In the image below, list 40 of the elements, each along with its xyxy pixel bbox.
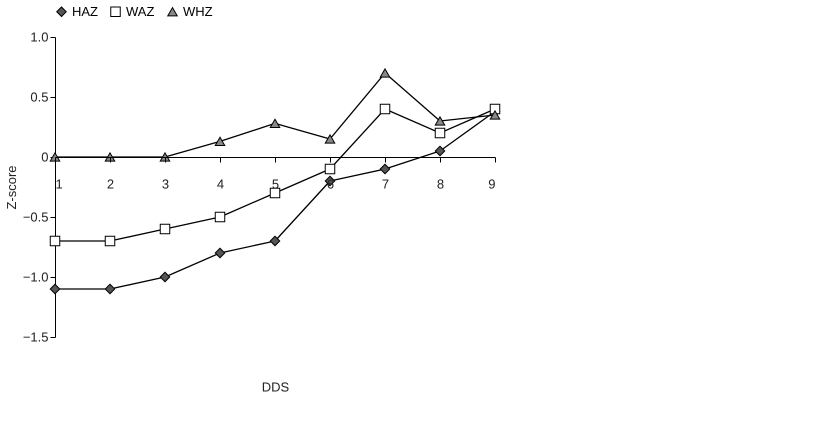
point xyxy=(104,284,116,294)
point xyxy=(380,68,390,78)
point xyxy=(324,164,336,174)
y-tick-label: 0.5 xyxy=(30,90,48,104)
x-tick-label: 6 xyxy=(326,176,334,192)
y-tick-label: 0 xyxy=(41,150,48,164)
point xyxy=(434,128,446,138)
point xyxy=(160,224,170,234)
x-tick-label: 8 xyxy=(436,176,444,192)
point xyxy=(214,248,226,258)
point xyxy=(214,212,226,222)
y-tick-label: −1.5 xyxy=(22,330,48,344)
point xyxy=(380,164,390,174)
x-tick-label: 7 xyxy=(382,176,390,192)
point xyxy=(434,146,446,156)
legend-label: HAZ xyxy=(72,4,98,19)
point xyxy=(160,272,170,282)
x-tick-label: 2 xyxy=(106,176,114,192)
point xyxy=(50,284,60,294)
y-tick-label: −1.0 xyxy=(22,270,48,284)
point xyxy=(50,152,60,162)
point xyxy=(270,118,280,128)
legend-label: WHZ xyxy=(183,4,213,19)
point xyxy=(380,104,390,114)
y-tick-label: 1.0 xyxy=(30,30,48,44)
y-axis-title: Z-score xyxy=(4,165,19,210)
x-tick-label: 4 xyxy=(216,176,224,192)
point xyxy=(270,236,280,246)
point xyxy=(490,110,500,120)
x-tick-label: 1 xyxy=(56,176,63,192)
point xyxy=(324,134,336,144)
legend-label: WAZ xyxy=(126,4,154,19)
y-tick-label: −0.5 xyxy=(22,210,48,224)
x-axis-title: DDS xyxy=(262,380,290,394)
point xyxy=(214,136,226,146)
point xyxy=(434,116,446,126)
x-tick-label: 3 xyxy=(162,176,170,192)
point xyxy=(50,236,60,246)
x-tick-label: 9 xyxy=(488,176,496,192)
point xyxy=(104,236,116,246)
